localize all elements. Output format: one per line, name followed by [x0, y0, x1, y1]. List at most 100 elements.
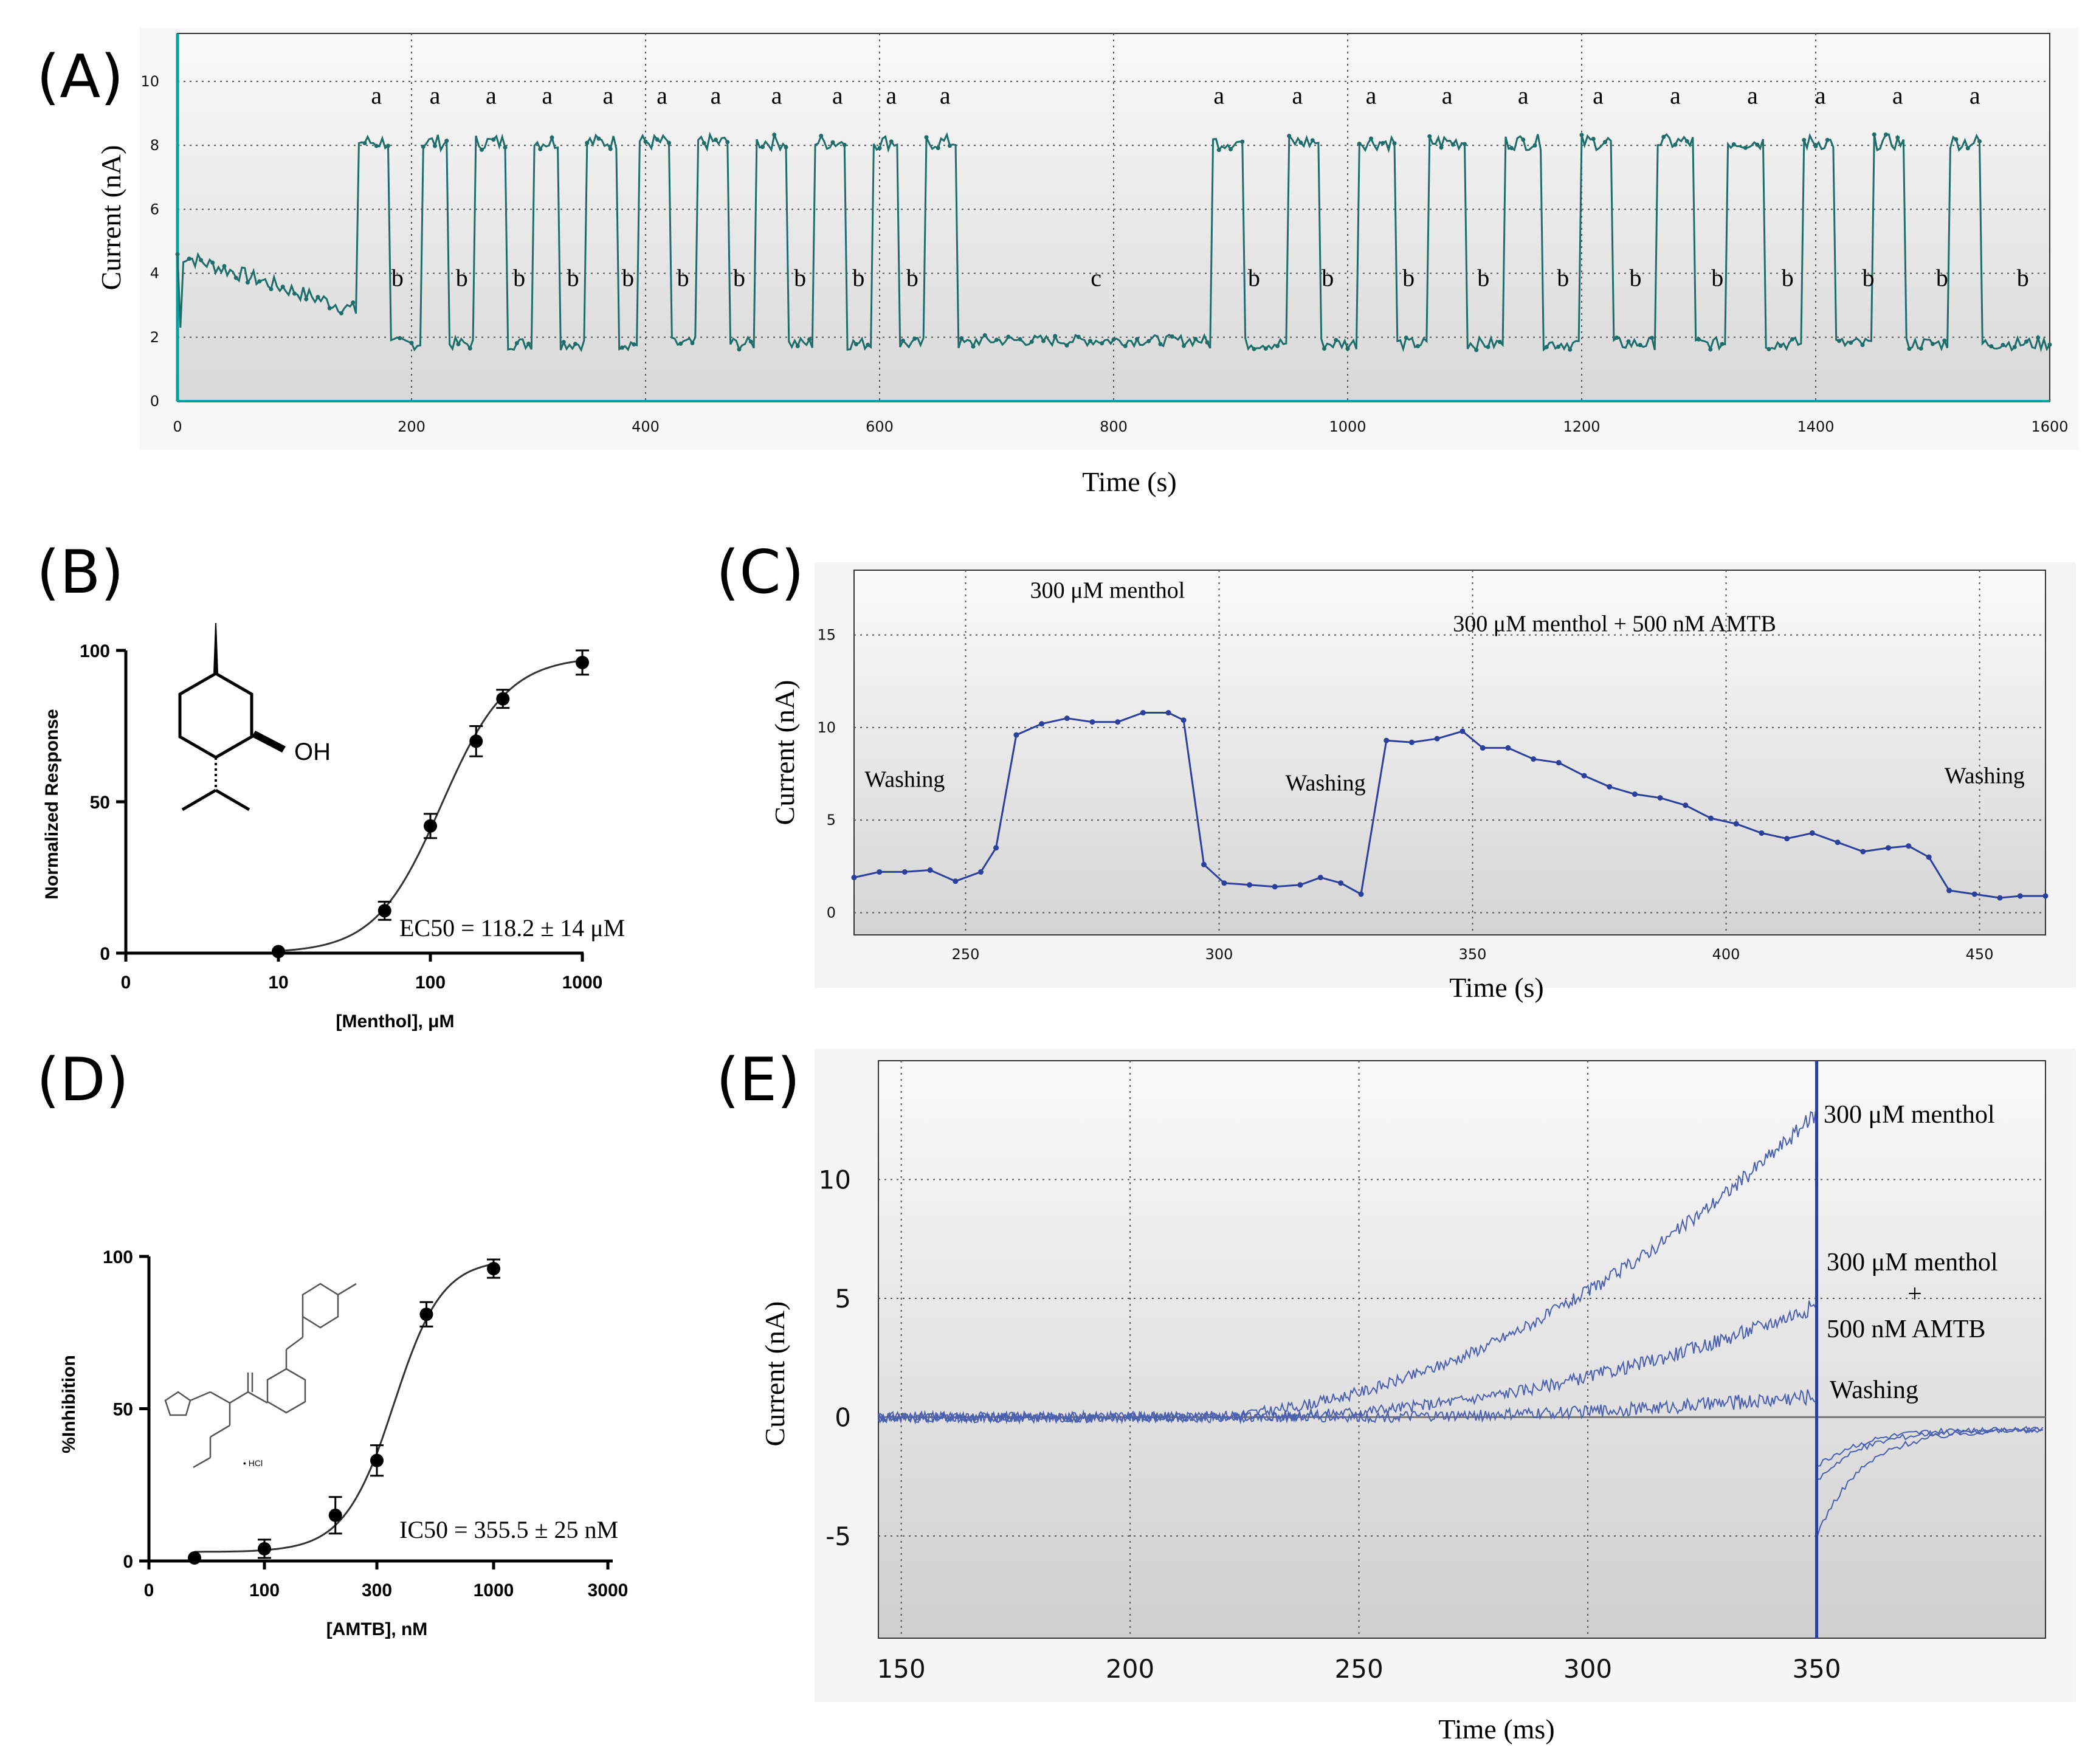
panel-a-data-point — [585, 140, 590, 145]
panel-c-data-point — [1480, 745, 1486, 751]
panel-e-x-tick: 250 — [1335, 1654, 1384, 1684]
panel-a-data-point — [854, 342, 858, 346]
panel-a-data-point — [1474, 348, 1479, 353]
panel-a-data-point — [1977, 139, 1982, 143]
data-point — [258, 1542, 271, 1556]
panel-a-data-point — [561, 340, 566, 345]
panel-c-data-point — [2017, 893, 2023, 899]
panel-a-data-point — [608, 146, 613, 151]
panel-a-x-label: Time (s) — [1082, 466, 1177, 497]
data-point — [419, 1307, 433, 1321]
panel-a-data-point — [1650, 336, 1654, 340]
panel-a-data-point — [701, 140, 706, 145]
panel-e-label-menthol-amtb: 300 μM menthol — [1827, 1249, 1998, 1276]
data-point — [272, 945, 285, 959]
data-point — [370, 1453, 384, 1467]
panel-a-data-point — [866, 342, 870, 347]
panel-a-annotation-a: a — [1670, 82, 1681, 109]
panel-a-annotation-a: a — [1518, 82, 1529, 109]
panel-a-data-point — [1041, 339, 1046, 343]
panel-a-data-point — [1287, 134, 1292, 139]
panel-e-y-tick: -5 — [825, 1521, 851, 1551]
data-point — [188, 1551, 201, 1565]
panel-a-annotation-b: b — [391, 264, 404, 292]
panel-a-data-point — [795, 343, 800, 348]
panel-a-annotation-a: a — [1747, 82, 1758, 109]
panel-a-data-point — [1486, 345, 1491, 350]
panel-a-y-tick: 8 — [150, 137, 159, 154]
panel-a-data-point — [1310, 138, 1315, 143]
panel-a-x-tick: 1200 — [1563, 418, 1600, 435]
panel-e-chart: 150 200 250 300 350 -5 0 5 10 300 μM menthol 300 … — [759, 1049, 2076, 1745]
panel-a-annotation-b: b — [852, 264, 864, 292]
panel-a-annotation-b: b — [1782, 264, 1794, 292]
x-tick-label: 1000 — [562, 973, 603, 993]
panel-a-data-point — [772, 133, 777, 137]
panel-a-data-point — [1275, 343, 1280, 348]
panel-a-data-point — [1661, 134, 1666, 139]
panel-c-data-point — [1657, 795, 1663, 801]
panel-a-x-tick: 1600 — [2031, 418, 2068, 435]
panel-a-data-point — [222, 264, 227, 269]
panel-c-data-point — [1759, 830, 1765, 836]
panel-a-x-tick: 0 — [173, 418, 182, 435]
panel-b-ec50: EC50 = 118.2 ± 14 μM — [399, 914, 625, 942]
panel-a-data-point — [1380, 140, 1385, 145]
panel-a-data-point — [1731, 142, 1736, 147]
y-tick-label: 50 — [113, 1400, 133, 1420]
panel-a-data-point — [1158, 342, 1163, 346]
panel-c-data-point — [1997, 895, 2003, 901]
panel-a-data-point — [725, 140, 730, 145]
panel-c-data-point — [1683, 802, 1689, 808]
panel-a-data-point — [1170, 334, 1174, 339]
panel-c-data-point — [1180, 717, 1187, 723]
panel-a-annotation-b: b — [567, 264, 579, 292]
panel-c-data-point — [1247, 882, 1253, 888]
panel-a-data-point — [398, 336, 402, 340]
panel-c-x-tick: 300 — [1205, 946, 1233, 963]
panel-a-annotation-b: b — [2017, 264, 2029, 292]
panel-a-data-point — [1638, 343, 1642, 348]
panel-c-data-point — [1039, 721, 1045, 727]
panel-a-annotation-b: b — [1711, 264, 1723, 292]
panel-a-data-point — [1111, 337, 1116, 342]
panel-a-data-point — [1018, 337, 1022, 342]
panel-a-annotation-a: a — [940, 82, 951, 109]
panel-e-label-washing: Washing — [1830, 1376, 1918, 1404]
panel-a-data-point — [2012, 345, 2017, 350]
panel-b-y-label: Normalized Response — [42, 709, 62, 899]
panel-e-label-menthol: 300 μM menthol — [1824, 1101, 1995, 1129]
panel-a-x-tick: 400 — [632, 418, 660, 435]
panel-a-y-tick: 2 — [150, 329, 159, 346]
panel-a-data-point — [187, 257, 191, 261]
panel-a-data-point — [315, 295, 320, 300]
panel-a-annotation-a: a — [1213, 82, 1224, 109]
panel-c-data-point — [1926, 854, 1932, 860]
panel-a-annotation-b: b — [1630, 264, 1642, 292]
panel-c-data-point — [1906, 843, 1912, 849]
panel-label-e: (E) — [716, 1046, 800, 1115]
panel-c-data-point — [1860, 849, 1866, 855]
panel-a-data-point — [1252, 346, 1256, 351]
panel-a-data-point — [1989, 344, 1994, 349]
panel-a-data-point — [596, 136, 601, 141]
panel-c-data-point — [1733, 821, 1739, 827]
panel-e-x-tick: 300 — [1563, 1654, 1612, 1684]
panel-a-data-point — [327, 306, 332, 311]
panel-a-data-point — [444, 139, 449, 143]
panel-a-annotation-a: a — [771, 82, 782, 109]
panel-a-y-tick: 0 — [150, 393, 159, 410]
data-point — [496, 692, 510, 706]
panel-a-data-point — [456, 342, 461, 346]
panel-a-annotation-a: a — [486, 82, 497, 109]
panel-a-data-point — [982, 333, 987, 338]
panel-a-data-point — [1778, 343, 1783, 348]
panel-a-chart: 0 200 400 600 800 1000 1200 1400 1600 0 2 4 6 8 10 a a a… — [95, 28, 2079, 497]
panel-a-annotation-b: b — [1477, 264, 1489, 292]
panel-a-data-point — [1766, 346, 1771, 351]
panel-c-y-tick: 15 — [817, 627, 836, 644]
y-tick-label: 100 — [103, 1247, 133, 1267]
panel-c-x-tick: 450 — [1966, 946, 1994, 963]
panel-a-data-point — [1895, 135, 1900, 140]
